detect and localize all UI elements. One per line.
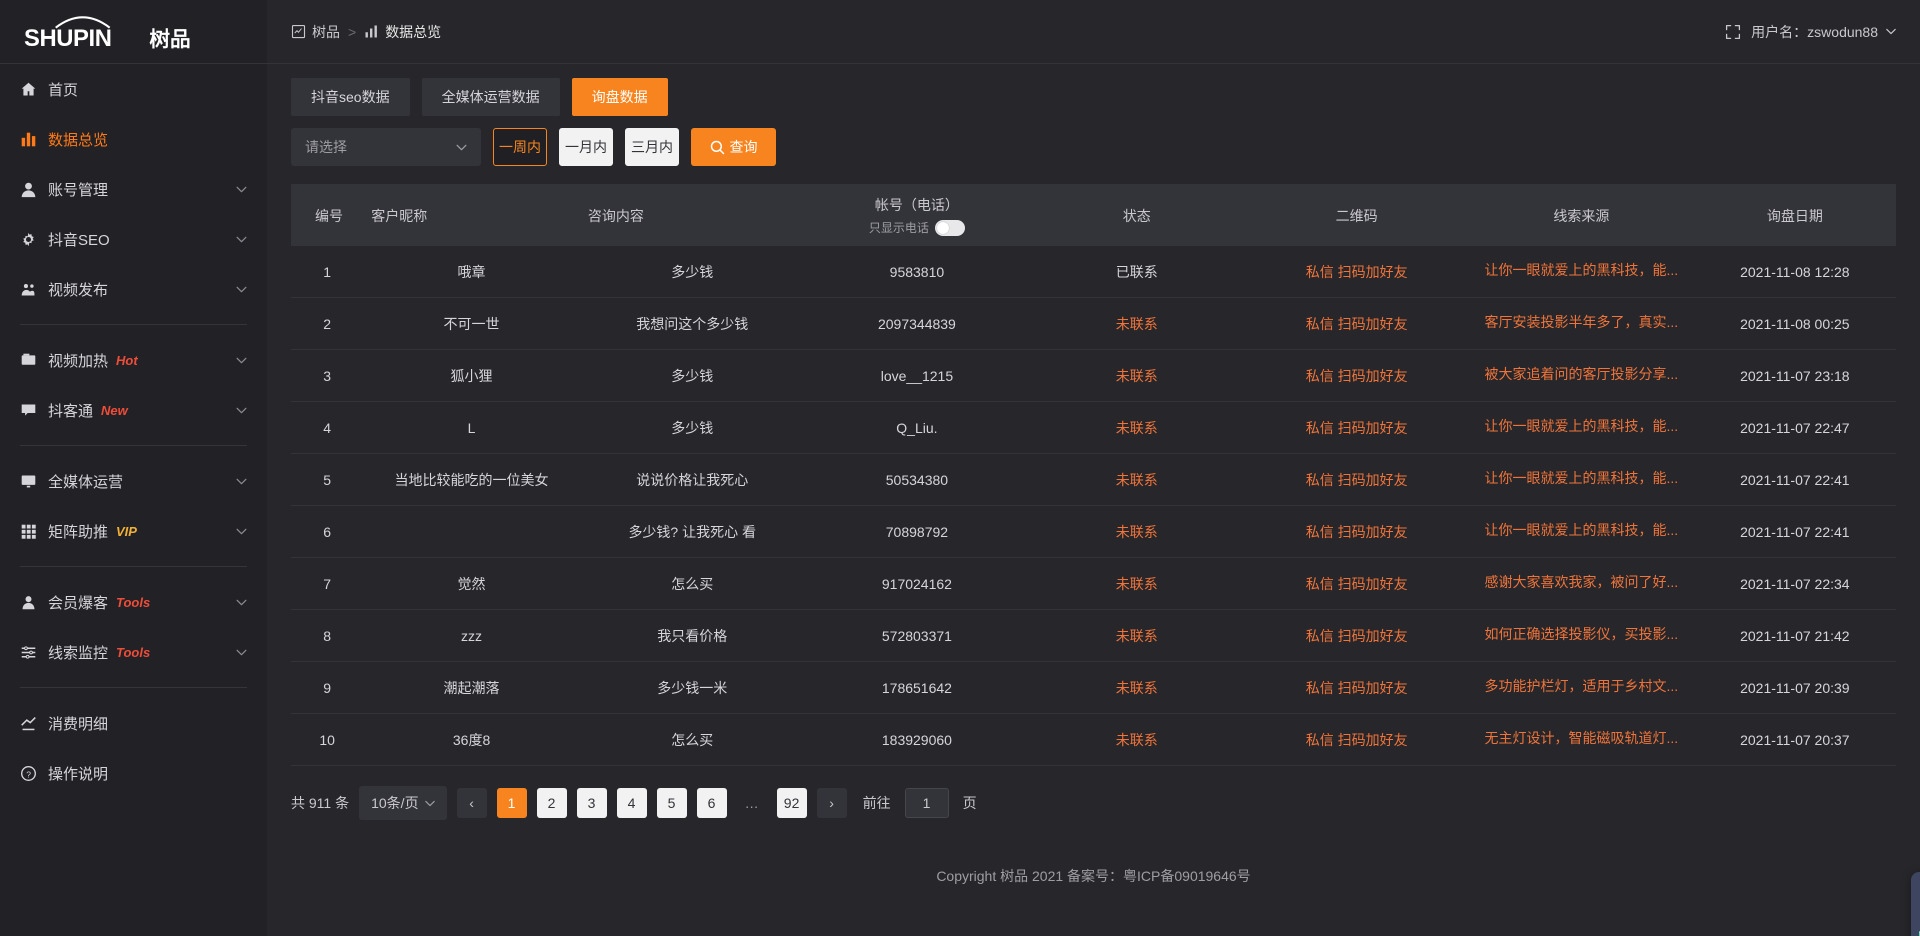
svg-text:?: ? [26, 769, 31, 779]
svg-text:SHUPIN: SHUPIN [24, 24, 112, 51]
svg-text:树品: 树品 [149, 26, 190, 50]
